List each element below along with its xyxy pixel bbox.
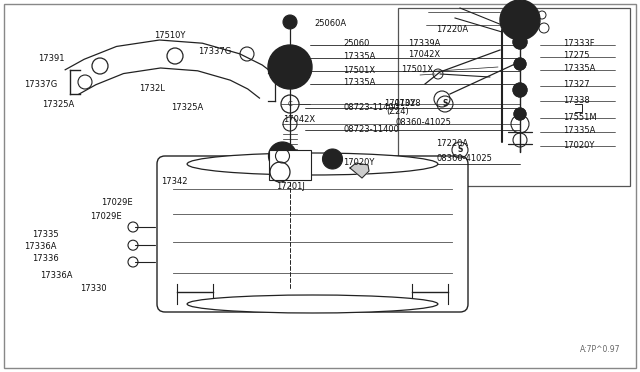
Text: 17510Y: 17510Y bbox=[154, 31, 185, 40]
Circle shape bbox=[269, 142, 296, 170]
Text: 1732L: 1732L bbox=[140, 84, 165, 93]
Text: 17336A: 17336A bbox=[40, 271, 72, 280]
Text: 17335A: 17335A bbox=[563, 126, 596, 135]
Bar bbox=[269, 150, 311, 180]
Text: (Z24): (Z24) bbox=[386, 107, 409, 116]
Text: 17029E: 17029E bbox=[101, 198, 132, 207]
Text: 25060A: 25060A bbox=[315, 19, 347, 28]
Text: 17020Y: 17020Y bbox=[343, 158, 374, 167]
Text: 17201J: 17201J bbox=[276, 182, 305, 191]
Text: S: S bbox=[442, 99, 448, 109]
Circle shape bbox=[513, 83, 527, 97]
Text: 17325A: 17325A bbox=[42, 100, 74, 109]
Text: 17333F: 17333F bbox=[563, 39, 595, 48]
Circle shape bbox=[514, 58, 526, 70]
Bar bbox=[398, 8, 630, 186]
Text: 17220A: 17220A bbox=[436, 25, 468, 33]
Text: 08360-41025: 08360-41025 bbox=[396, 118, 451, 126]
Text: 17335A: 17335A bbox=[343, 78, 376, 87]
Text: 17335A: 17335A bbox=[343, 52, 376, 61]
Text: 17335A: 17335A bbox=[563, 64, 596, 73]
Text: 17335: 17335 bbox=[32, 230, 59, 239]
Circle shape bbox=[268, 45, 312, 89]
FancyBboxPatch shape bbox=[157, 156, 468, 312]
Circle shape bbox=[500, 0, 540, 40]
Text: 17501X: 17501X bbox=[343, 66, 375, 75]
Circle shape bbox=[513, 35, 527, 49]
Circle shape bbox=[323, 149, 342, 169]
Text: C: C bbox=[287, 101, 292, 107]
Text: 08360-41025: 08360-41025 bbox=[436, 154, 492, 163]
Text: 17330: 17330 bbox=[80, 284, 107, 293]
Text: 08723-11400: 08723-11400 bbox=[343, 103, 399, 112]
Text: 17501X: 17501X bbox=[401, 65, 433, 74]
Text: 25060: 25060 bbox=[343, 39, 369, 48]
Text: 17275: 17275 bbox=[563, 51, 589, 60]
Text: A:7P^0.97: A:7P^0.97 bbox=[579, 345, 620, 354]
Ellipse shape bbox=[187, 153, 438, 175]
Text: 17391: 17391 bbox=[38, 54, 65, 63]
Text: 17325A: 17325A bbox=[172, 103, 204, 112]
Text: 17338: 17338 bbox=[563, 96, 590, 105]
Text: 17020Y: 17020Y bbox=[563, 141, 595, 150]
Ellipse shape bbox=[187, 295, 438, 313]
Text: 17220A: 17220A bbox=[436, 139, 468, 148]
Text: 17328: 17328 bbox=[394, 99, 421, 108]
Text: 17042X: 17042X bbox=[408, 50, 440, 59]
Text: 17342: 17342 bbox=[161, 177, 188, 186]
Text: 17336A: 17336A bbox=[24, 242, 57, 251]
Text: 17337G: 17337G bbox=[198, 47, 232, 56]
Text: 17327: 17327 bbox=[563, 80, 590, 89]
Text: 17551M: 17551M bbox=[563, 113, 597, 122]
Text: 17029E: 17029E bbox=[90, 212, 121, 221]
Polygon shape bbox=[350, 163, 369, 178]
Text: 17042X: 17042X bbox=[284, 115, 316, 124]
Circle shape bbox=[514, 108, 526, 120]
Circle shape bbox=[283, 15, 297, 29]
Text: 17336: 17336 bbox=[32, 254, 59, 263]
Text: S: S bbox=[458, 145, 463, 154]
Text: 17010Y: 17010Y bbox=[384, 99, 415, 108]
Text: 17339A: 17339A bbox=[408, 39, 441, 48]
Text: 17337G: 17337G bbox=[24, 80, 58, 89]
Text: 08723-11400: 08723-11400 bbox=[343, 125, 399, 134]
